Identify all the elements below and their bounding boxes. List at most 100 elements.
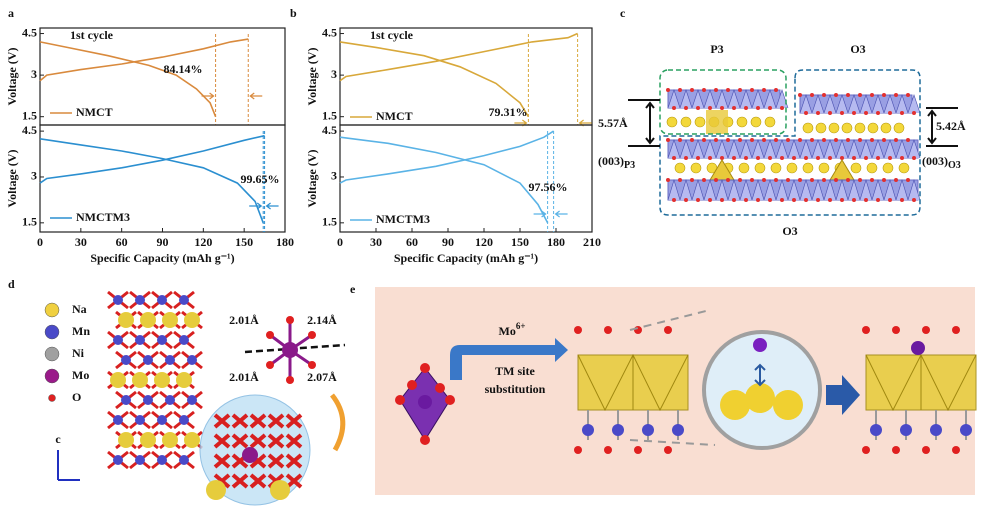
o-atom — [420, 435, 430, 445]
octahedron — [751, 89, 765, 109]
o-atom — [684, 106, 688, 110]
atom-label: Na — [72, 302, 87, 316]
mn-atom — [121, 355, 131, 365]
o-atom — [696, 198, 700, 202]
o-atom — [744, 198, 748, 202]
o-atom — [912, 156, 916, 160]
legend-label: NMCT — [76, 105, 113, 119]
legend-atom — [44, 368, 60, 384]
o-atom — [804, 111, 808, 115]
o-atom — [696, 106, 700, 110]
o-atom — [604, 446, 612, 454]
prism — [706, 110, 728, 134]
mo-atom — [911, 341, 925, 355]
o-atom — [750, 178, 754, 182]
mn-atom — [582, 424, 594, 436]
na-atom — [184, 432, 200, 448]
octahedron — [895, 178, 909, 201]
bond-frame — [213, 453, 231, 469]
o-atom — [750, 88, 754, 92]
bond-frame — [285, 473, 303, 489]
na-atom — [118, 432, 134, 448]
o-atom — [816, 156, 820, 160]
octahedron — [907, 94, 921, 114]
o-atom — [774, 178, 778, 182]
o3-box — [659, 69, 921, 216]
x-tick-label: 60 — [116, 235, 128, 249]
o-atom — [888, 156, 892, 160]
na-atom — [828, 122, 840, 134]
o-atom — [822, 93, 826, 97]
octahedron — [715, 178, 729, 201]
legend-label: NMCTM3 — [76, 210, 130, 224]
o-atom — [732, 198, 736, 202]
spacing-bracket — [628, 99, 660, 147]
o-atom — [900, 156, 904, 160]
na-atom — [720, 390, 750, 420]
o-atom — [666, 178, 670, 182]
o-atom — [744, 106, 748, 110]
octahedron — [811, 178, 825, 201]
x-tick-label: 150 — [511, 235, 529, 249]
na-atom — [745, 383, 775, 413]
x-tick-label: 120 — [194, 235, 212, 249]
o-atom — [684, 156, 688, 160]
octahedron — [667, 178, 681, 201]
bond-frame — [267, 453, 285, 469]
o-atom — [862, 446, 870, 454]
prism-edge — [865, 353, 977, 412]
na-atom — [738, 162, 750, 174]
o-atom — [666, 88, 670, 92]
octahedron — [727, 89, 741, 109]
octahedron — [775, 139, 789, 159]
efficiency-annotation: 84.14% — [164, 62, 203, 76]
mn-atom — [179, 415, 189, 425]
octahedron — [763, 139, 777, 159]
octahedron — [799, 178, 813, 201]
na-atom — [764, 116, 776, 128]
o-atom — [780, 156, 784, 160]
o-atom — [810, 93, 814, 97]
mn-atom — [143, 355, 153, 365]
mn-atom — [642, 424, 654, 436]
o-atom — [792, 156, 796, 160]
na-atom — [184, 312, 200, 328]
o-atom — [922, 446, 930, 454]
o-atom — [810, 138, 814, 142]
na-atom — [893, 122, 905, 134]
o-atom — [744, 156, 748, 160]
o-atom — [726, 138, 730, 142]
o-atom — [604, 326, 612, 334]
panel-label: d — [8, 277, 15, 291]
octahedron — [739, 139, 753, 159]
panel-label: c — [620, 6, 626, 20]
o-atom — [774, 88, 778, 92]
plane-subscript: P3 — [624, 160, 635, 171]
o-atom — [672, 106, 676, 110]
voltage-curve — [39, 138, 264, 224]
substitution-arrow — [450, 338, 568, 380]
o-atom — [445, 395, 455, 405]
o-atom — [870, 138, 874, 142]
o-atom — [684, 198, 688, 202]
octahedron — [835, 139, 849, 159]
o-atom — [708, 156, 712, 160]
bond-frame — [231, 433, 249, 449]
o-atom — [798, 93, 802, 97]
y-axis-label: Voltage (V) — [5, 150, 19, 208]
mn-atom — [672, 424, 684, 436]
o-atom — [678, 88, 682, 92]
x-tick-label: 150 — [235, 235, 253, 249]
legend-label: NMCTM3 — [376, 212, 430, 226]
o-atom — [266, 331, 274, 339]
bond-frame — [285, 453, 303, 469]
octahedron — [763, 89, 777, 109]
o-atom — [768, 198, 772, 202]
o-atom — [762, 138, 766, 142]
o-atom — [816, 198, 820, 202]
o-atom — [840, 156, 844, 160]
na-atom — [750, 116, 762, 128]
x-tick-label: 90 — [157, 235, 169, 249]
na-atom — [690, 162, 702, 174]
o-atom — [864, 156, 868, 160]
